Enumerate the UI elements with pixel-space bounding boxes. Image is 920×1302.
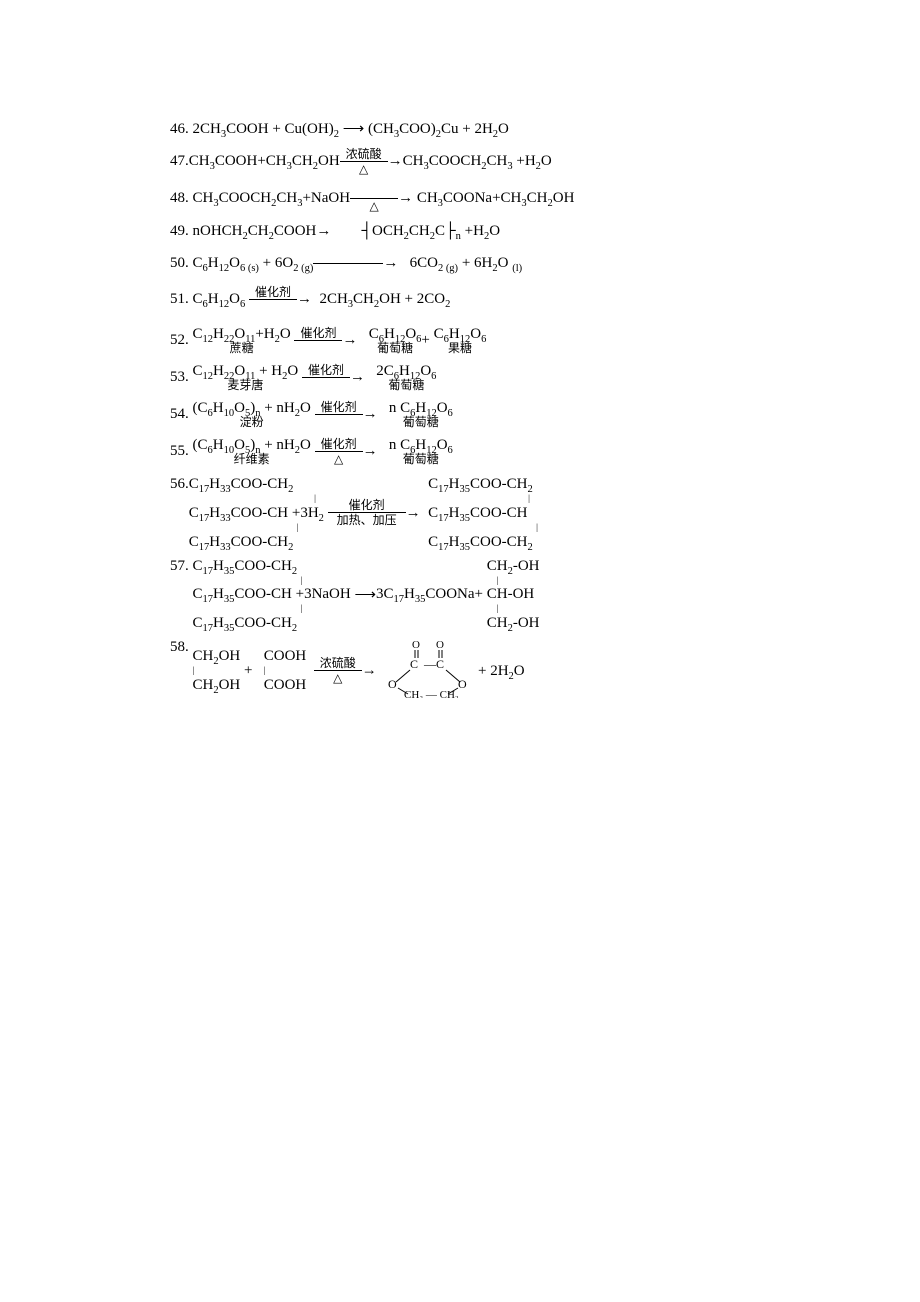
tail: + 2H2O <box>478 663 525 679</box>
equation-57: 57. C17H35COO-CH2 | C17H35COO-CH +3NaOH … <box>170 557 840 633</box>
arrow-annot: △ <box>350 185 398 212</box>
rhs: (CH3COO)2Cu + 2H2O <box>368 121 509 137</box>
lhs-b: COOH | COOH <box>264 647 307 694</box>
num: 53. <box>170 369 189 385</box>
arrowhead-icon: → <box>363 406 378 422</box>
arrow-annot: 催化剂 <box>315 401 363 428</box>
lhs: (C6H10O5)n + nH2O 纤维素 <box>193 438 311 465</box>
equation-58: 58. CH2OH | CH2OH + COOH | COOH 浓硫酸△→ O … <box>170 638 840 703</box>
num: 58. <box>170 639 189 655</box>
equation-55: 55. (C6H10O5)n + nH2O 纤维素 催化剂△→ n C6H12O… <box>170 438 840 465</box>
arrow-annot: 催化剂 <box>294 327 342 354</box>
num: 54. <box>170 406 189 422</box>
rhs: n C6H12O6 葡萄糖 <box>389 438 453 465</box>
rhs-b: C6H12O6 果糖 <box>434 327 487 354</box>
svg-text:O: O <box>412 639 420 651</box>
num: 49. <box>170 223 189 239</box>
equation-54: 54. (C6H10O5)n + nH2O 淀粉 催化剂 → n C6H12O6… <box>170 401 840 428</box>
rhs-structure: CH2-OH | CH-OH | CH2-OH <box>487 557 540 633</box>
equation-47: 47.CH3COOH+CH3CH2OH浓硫酸△→CH3COOCH2CH3 +H2… <box>170 148 840 175</box>
num: 55. <box>170 443 189 459</box>
lhs-structure: C17H35COO-CH2 | C17H35COO-CH +3NaOH | C1… <box>193 557 351 633</box>
lhs: C12H22O11+H2O 蔗糖 <box>193 327 291 354</box>
arrowhead-icon: → <box>388 153 403 169</box>
arrowhead-icon: → <box>363 443 378 459</box>
equation-56: 56. C17H33COO-CH2 | C17H33COO-CH +3H2 | … <box>170 475 840 551</box>
arrow-annot: 催化剂加热、加压 <box>328 499 406 526</box>
equation-49: 49. nOHCH2CH2COOH→ ┤OCH2CH2C├n +H2O <box>170 222 840 240</box>
num: 50. <box>170 255 189 271</box>
equation-52: 52. C12H22O11+H2O 蔗糖 催化剂 → C6H12O6 葡萄糖 +… <box>170 327 840 354</box>
reversible-arrow-annot: 浓硫酸△ <box>340 148 388 175</box>
lhs: C12H22O11 + H2O 麦芽唐 <box>193 364 299 391</box>
arrow-annot: 催化剂△ <box>315 438 363 465</box>
plus: + <box>244 663 252 679</box>
arrowhead-icon: → <box>350 369 365 385</box>
arrowhead-icon: → <box>406 505 421 521</box>
arrowhead-icon: → <box>362 663 377 679</box>
arrow-icon: ⟶ <box>354 586 376 602</box>
equation-46: 46. 2CH3COOH + Cu(OH)2 ⟶ (CH3COO)2Cu + 2… <box>170 120 840 138</box>
arrowhead-icon: → <box>297 291 312 307</box>
num: 52. <box>170 332 189 348</box>
svg-text:O: O <box>458 677 467 691</box>
lhs-a: CH2OH | CH2OH <box>193 647 241 694</box>
svg-text:—: — <box>423 657 437 671</box>
svg-text:O: O <box>436 639 444 651</box>
rhs-structure: C17H35COO-CH2 | C17H35COO-CH | C17H35COO… <box>428 475 538 551</box>
svg-text:C: C <box>436 657 444 671</box>
rhs: n C6H12O6 葡萄糖 <box>389 401 453 428</box>
num: 57. <box>170 558 189 574</box>
num: 51. <box>170 291 189 307</box>
arrowhead-icon: → <box>383 255 398 271</box>
arrowhead-icon: → <box>398 190 413 206</box>
equation-51: 51. C6H12O6 催化剂 → 2CH3CH2OH + 2CO2 <box>170 286 840 313</box>
equation-list: 46. 2CH3COOH + Cu(OH)2 ⟶ (CH3COO)2Cu + 2… <box>0 0 920 703</box>
svg-text:O: O <box>388 677 397 691</box>
svg-text:C: C <box>410 657 418 671</box>
rhs: 2C6H12O6 葡萄糖 <box>376 364 436 391</box>
equation-48: 48. CH3COOCH2CH3+NaOH △→ CH3COONa+CH3CH2… <box>170 185 840 212</box>
equation-50: 50. C6H12O6 (s) + 6O2 (g)→ 6CO2 (g) + 6H… <box>170 254 840 272</box>
lhs-structure: C17H33COO-CH2 | C17H33COO-CH +3H2 | C17H… <box>189 475 324 551</box>
svg-text:CH₂ — CH₂: CH₂ — CH₂ <box>404 689 459 698</box>
arrow-annot: 催化剂 <box>302 364 350 391</box>
lhs: (C6H10O5)n + nH2O 淀粉 <box>193 401 311 428</box>
arrowhead-icon: → <box>342 332 357 348</box>
arrow-annot: 催化剂 <box>249 286 297 313</box>
mid: 3C17H35COONa+ <box>376 586 483 602</box>
equation-53: 53. C12H22O11 + H2O 麦芽唐 催化剂 → 2C6H12O6 葡… <box>170 364 840 391</box>
num: 48. <box>170 190 189 206</box>
num: 47. <box>170 153 189 169</box>
rhs-a: C6H12O6 葡萄糖 <box>369 327 422 354</box>
arrow-icon: ⟶ <box>343 120 365 138</box>
arrow-annot: 浓硫酸△ <box>314 657 362 684</box>
num: 46. <box>170 121 189 137</box>
lhs: 2CH3COOH + Cu(OH)2 <box>193 121 339 137</box>
ring-structure-icon: O O C — C O O CH₂ — CH₂ <box>384 638 474 703</box>
num: 56. <box>170 476 189 492</box>
